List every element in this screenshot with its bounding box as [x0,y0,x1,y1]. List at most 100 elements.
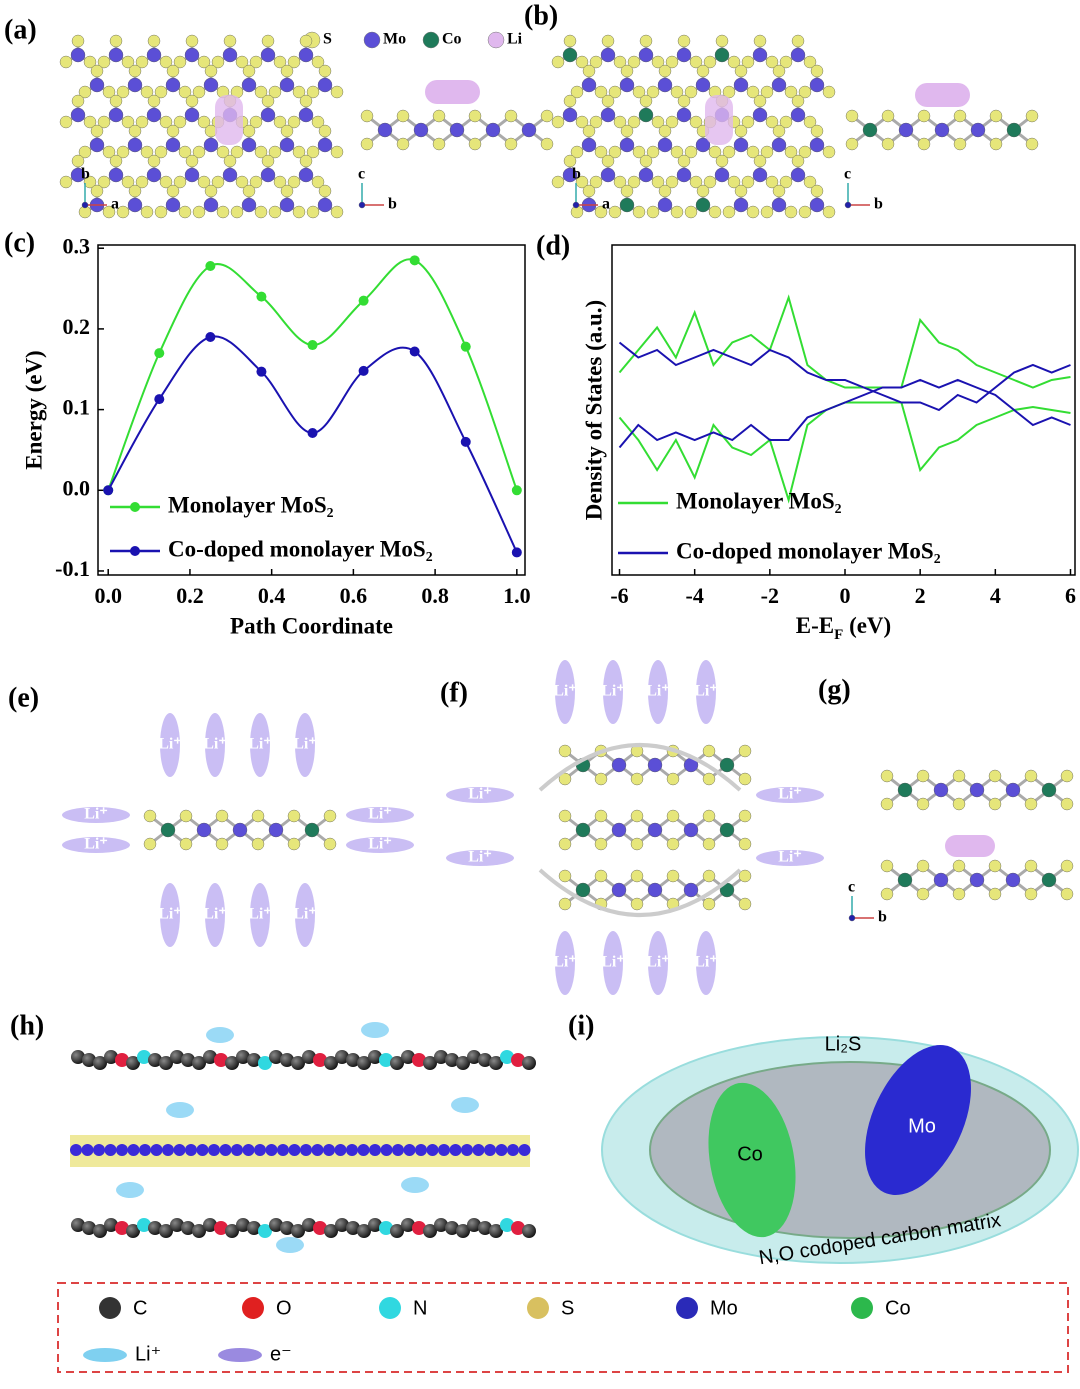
atom [702,837,716,851]
text: 0.1 [63,395,91,420]
text: (e) [8,682,39,713]
atom [468,109,482,123]
atom [184,167,200,183]
carbon-atom [280,1221,294,1235]
text: Mo [710,1297,738,1319]
data-point [409,255,420,266]
carbon-atom [93,1224,107,1238]
legend-swatch [363,31,381,49]
atom [203,77,219,93]
atom [449,122,465,138]
atom [127,77,143,93]
atom [215,837,229,851]
atom [771,137,787,153]
atom [179,837,193,851]
atom [304,822,320,838]
text: 1.0 [503,583,531,608]
atom [146,167,162,183]
atom [822,85,836,99]
mo-atom [231,1144,243,1156]
atom [734,184,748,198]
atom [575,882,591,898]
ion [446,850,514,866]
carbon-atom [115,1221,129,1235]
text: (b) [524,0,558,31]
carbon-atom [401,1050,415,1064]
carbon-atom [104,1218,118,1232]
legend-swatch [99,1297,121,1319]
atom [204,184,218,198]
atom [135,115,149,129]
text: -4 [686,583,704,608]
atom [311,115,325,129]
atom [83,115,97,129]
atom [558,809,572,823]
text: Li⁺ [248,906,272,923]
carbon-atom [247,1053,261,1067]
atom [722,85,736,99]
co-grain [708,1082,796,1238]
atom [676,167,692,183]
atom [708,145,722,159]
atom [880,887,894,901]
atom [178,145,192,159]
atom [809,137,825,153]
li-site [705,95,733,145]
atom [173,115,187,129]
atom [809,197,825,213]
plot-frame [97,244,526,576]
atom [771,197,787,213]
text: (a) [4,14,37,45]
atom [109,94,123,108]
legend-swatch [527,1297,549,1319]
carbon-atom [115,1053,129,1067]
text: Li⁺ [778,849,802,866]
atom [647,822,663,838]
mo-atom [70,1144,82,1156]
atom [594,145,608,159]
ion [446,787,514,803]
atom [790,47,806,63]
atom [666,869,680,883]
atom [211,175,225,189]
atom [916,797,930,811]
carbon-atom [456,1224,470,1238]
text: Li⁺ [368,836,392,853]
atom [881,109,895,123]
ion [62,837,130,853]
atom [989,109,1003,123]
atom [254,145,268,159]
atom [646,205,660,219]
text: Co [737,1143,763,1165]
atom [639,94,653,108]
text: Li⁺ [248,736,272,753]
text: c [358,166,365,183]
atom [166,124,180,138]
li-ion [451,1097,479,1113]
atom [280,124,294,138]
text: Li⁺ [293,906,317,923]
atom [330,205,344,219]
atom [81,201,89,209]
atom [881,137,895,151]
atom [594,85,608,99]
mo-atom [334,1144,347,1156]
atom [715,34,729,48]
atom [330,85,344,99]
atom [551,175,565,189]
text: Li⁺ [84,836,108,853]
atom [121,175,135,189]
ion [756,850,824,866]
atom [670,85,684,99]
atom [116,85,130,99]
atom [1024,797,1038,811]
atom [197,115,211,129]
atom [154,145,168,159]
mo-atom [380,1144,393,1156]
atom [292,145,306,159]
atom [330,145,344,159]
atom [165,197,181,213]
text: 0.6 [340,583,368,608]
carbon-atom [522,1224,536,1238]
carbon-atom [192,1056,206,1070]
